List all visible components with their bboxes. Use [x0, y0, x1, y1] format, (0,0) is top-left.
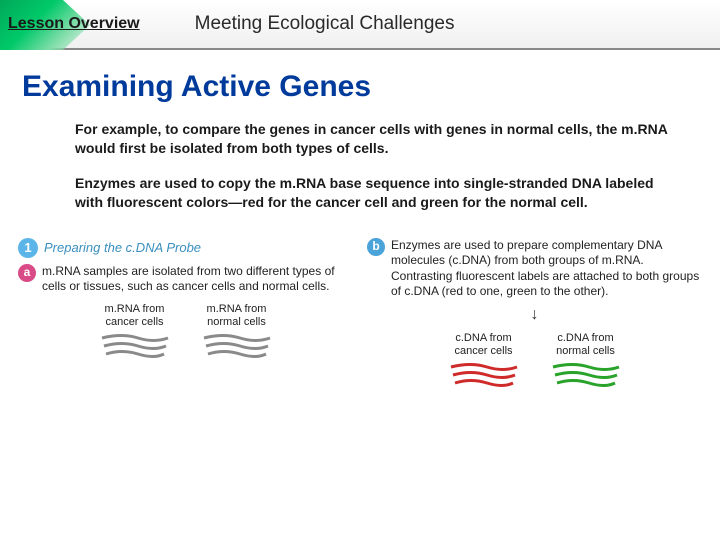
desc-b-text: Enzymes are used to prepare complementar…	[391, 238, 702, 300]
gray-strands-icon	[200, 332, 274, 358]
cdna-cancer-group: c.DNA fromcancer cells	[447, 332, 521, 387]
desc-b: b Enzymes are used to prepare complement…	[367, 238, 702, 300]
panel-left: 1 Preparing the c.DNA Probe a m.RNA samp…	[18, 238, 353, 388]
page-title: Examining Active Genes	[22, 70, 720, 104]
mrna-normal-lines	[200, 332, 274, 358]
step-number-badge: 1	[18, 238, 38, 258]
mrna-cancer-label: m.RNA fromcancer cells	[98, 303, 172, 329]
panel-header: 1 Preparing the c.DNA Probe	[18, 238, 353, 258]
figure-row: 1 Preparing the c.DNA Probe a m.RNA samp…	[0, 228, 720, 388]
desc-a-text: m.RNA samples are isolated from two diff…	[42, 264, 353, 295]
letter-b-badge: b	[367, 238, 385, 256]
arrow-down-icon: ↓	[367, 306, 702, 324]
cdna-normal-lines	[549, 361, 623, 387]
lesson-overview-label: Lesson Overview	[8, 15, 140, 33]
paragraph-2: Enzymes are used to copy the m.RNA base …	[75, 174, 670, 212]
cdna-cancer-lines	[447, 361, 521, 387]
letter-a-badge: a	[18, 264, 36, 282]
gray-strands-icon	[98, 332, 172, 358]
green-strands-icon	[549, 361, 623, 387]
step-title: Preparing the c.DNA Probe	[44, 240, 201, 255]
desc-a: a m.RNA samples are isolated from two di…	[18, 264, 353, 295]
header-title: Meeting Ecological Challenges	[195, 13, 455, 35]
red-strands-icon	[447, 361, 521, 387]
panel-right: b Enzymes are used to prepare complement…	[367, 238, 702, 388]
paragraph-1: For example, to compare the genes in can…	[75, 120, 670, 158]
mrna-normal-label: m.RNA fromnormal cells	[200, 303, 274, 329]
cdna-normal-group: c.DNA fromnormal cells	[549, 332, 623, 387]
mrna-normal-group: m.RNA fromnormal cells	[200, 303, 274, 358]
cdna-cancer-label: c.DNA fromcancer cells	[447, 332, 521, 358]
cdna-strands-row: c.DNA fromcancer cells c.DNA fromnormal …	[367, 332, 702, 387]
mrna-cancer-lines	[98, 332, 172, 358]
cdna-normal-label: c.DNA fromnormal cells	[549, 332, 623, 358]
mrna-cancer-group: m.RNA fromcancer cells	[98, 303, 172, 358]
mrna-strands-row: m.RNA fromcancer cells m.RNA fromnormal …	[18, 303, 353, 358]
header-bar: Lesson Overview Meeting Ecological Chall…	[0, 0, 720, 50]
